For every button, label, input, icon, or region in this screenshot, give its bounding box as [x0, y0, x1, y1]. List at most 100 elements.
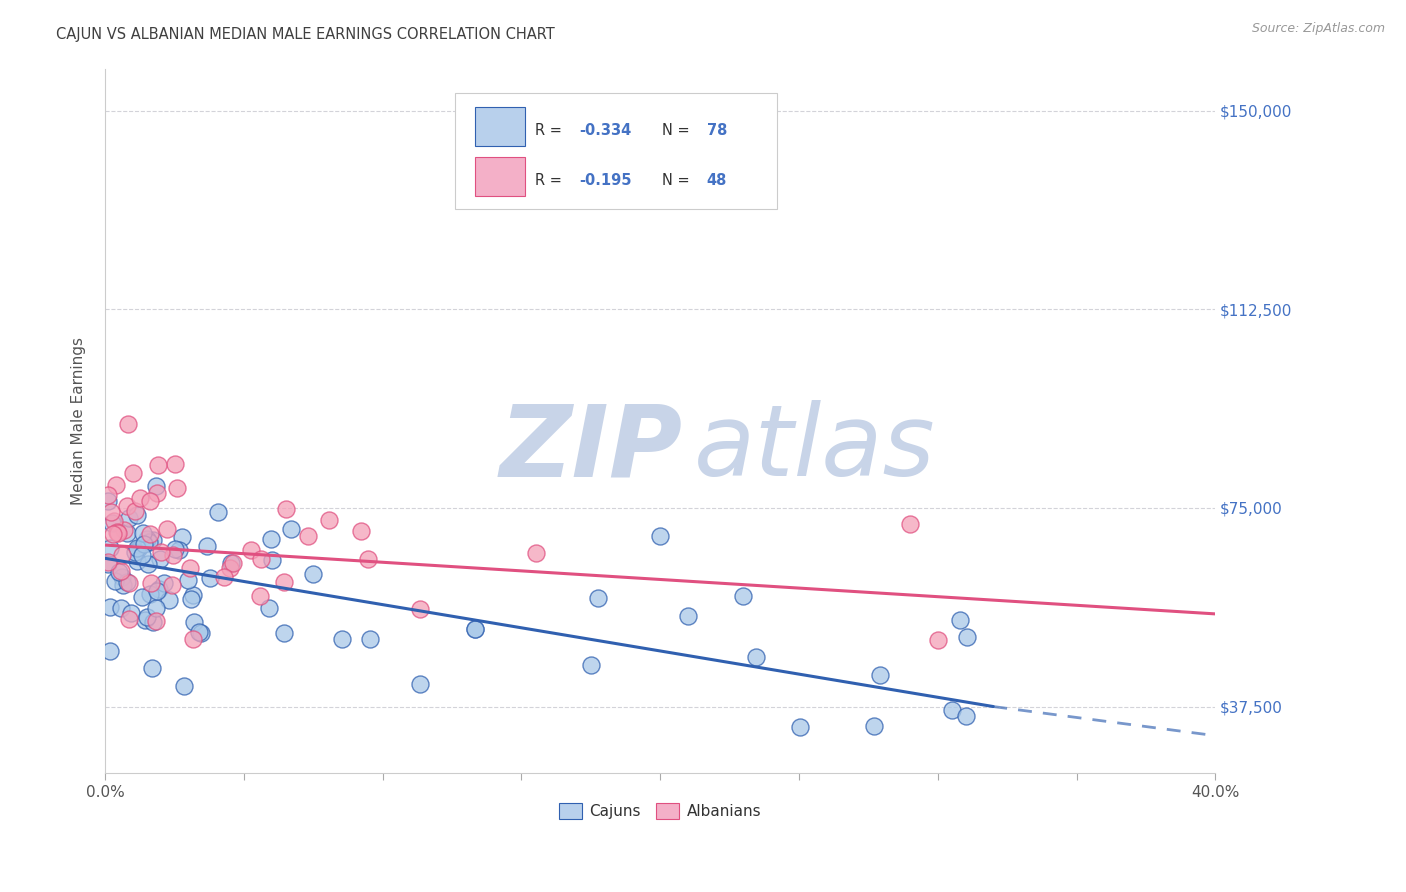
Point [111, 570, 134, 584]
Text: 78: 78 [707, 123, 727, 138]
Text: R =: R = [534, 173, 567, 188]
Point [117, 417, 139, 431]
Point [131, 548, 153, 562]
Point [222, 556, 245, 570]
Point [103, 514, 125, 528]
Point [104, 478, 127, 492]
Point [240, 542, 263, 557]
Point [207, 505, 229, 519]
Point [117, 511, 139, 525]
Point [302, 566, 325, 581]
Point [153, 575, 176, 590]
Point [127, 541, 149, 555]
Point [273, 575, 295, 590]
Point [139, 494, 162, 508]
Point [135, 532, 157, 546]
Point [941, 702, 963, 716]
Point [219, 560, 242, 574]
FancyBboxPatch shape [475, 107, 524, 146]
Point [863, 719, 886, 733]
Point [162, 548, 184, 562]
Point [149, 552, 172, 566]
Point [166, 481, 188, 495]
Point [187, 624, 209, 639]
Point [180, 591, 202, 606]
Point [138, 534, 160, 549]
Point [97, 488, 120, 502]
Point [956, 630, 979, 644]
Point [132, 525, 155, 540]
Text: -0.334: -0.334 [579, 123, 631, 138]
Point [112, 577, 135, 591]
Point [219, 557, 242, 571]
Point [297, 528, 319, 542]
Point [98, 644, 121, 658]
Point [124, 504, 146, 518]
Point [148, 458, 170, 473]
Point [524, 546, 547, 560]
Point [163, 542, 186, 557]
Point [104, 574, 127, 589]
Point [280, 521, 302, 535]
Point [156, 522, 179, 536]
Point [260, 553, 283, 567]
Point [744, 649, 766, 664]
Point [117, 574, 139, 589]
Point [131, 591, 153, 605]
Point [100, 516, 122, 530]
Point [676, 609, 699, 624]
Point [141, 576, 163, 591]
Point [128, 491, 150, 506]
Text: atlas: atlas [693, 401, 935, 498]
Point [98, 541, 121, 556]
Point [181, 588, 204, 602]
Point [110, 600, 132, 615]
Text: ZIP: ZIP [499, 401, 682, 498]
Point [132, 537, 155, 551]
Point [183, 615, 205, 629]
Point [359, 632, 381, 646]
Point [118, 611, 141, 625]
Point [318, 513, 340, 527]
Point [249, 589, 271, 603]
Point [212, 570, 235, 584]
Point [135, 609, 157, 624]
Point [142, 533, 165, 547]
Point [134, 613, 156, 627]
Point [195, 539, 218, 553]
Point [173, 679, 195, 693]
Point [733, 589, 755, 603]
Point [409, 601, 432, 615]
Point [146, 485, 169, 500]
Text: -0.195: -0.195 [579, 173, 631, 188]
Point [357, 552, 380, 566]
Point [127, 541, 149, 556]
Point [97, 555, 120, 569]
Point [141, 660, 163, 674]
Point [464, 622, 486, 636]
Point [869, 668, 891, 682]
Point [127, 554, 149, 568]
Point [579, 658, 602, 673]
Point [115, 526, 138, 541]
Point [181, 632, 204, 646]
Point [409, 677, 432, 691]
Point [107, 565, 129, 579]
Point [898, 517, 921, 532]
Text: Source: ZipAtlas.com: Source: ZipAtlas.com [1251, 22, 1385, 36]
Point [97, 494, 120, 508]
Point [105, 525, 128, 540]
Point [273, 626, 295, 640]
Point [190, 626, 212, 640]
Point [145, 478, 167, 492]
Point [350, 524, 373, 539]
Point [100, 505, 122, 519]
Point [115, 499, 138, 513]
Point [107, 526, 129, 541]
Point [160, 577, 183, 591]
Point [179, 560, 201, 574]
Point [260, 532, 283, 546]
Point [124, 544, 146, 558]
Point [111, 549, 134, 563]
Point [949, 613, 972, 627]
